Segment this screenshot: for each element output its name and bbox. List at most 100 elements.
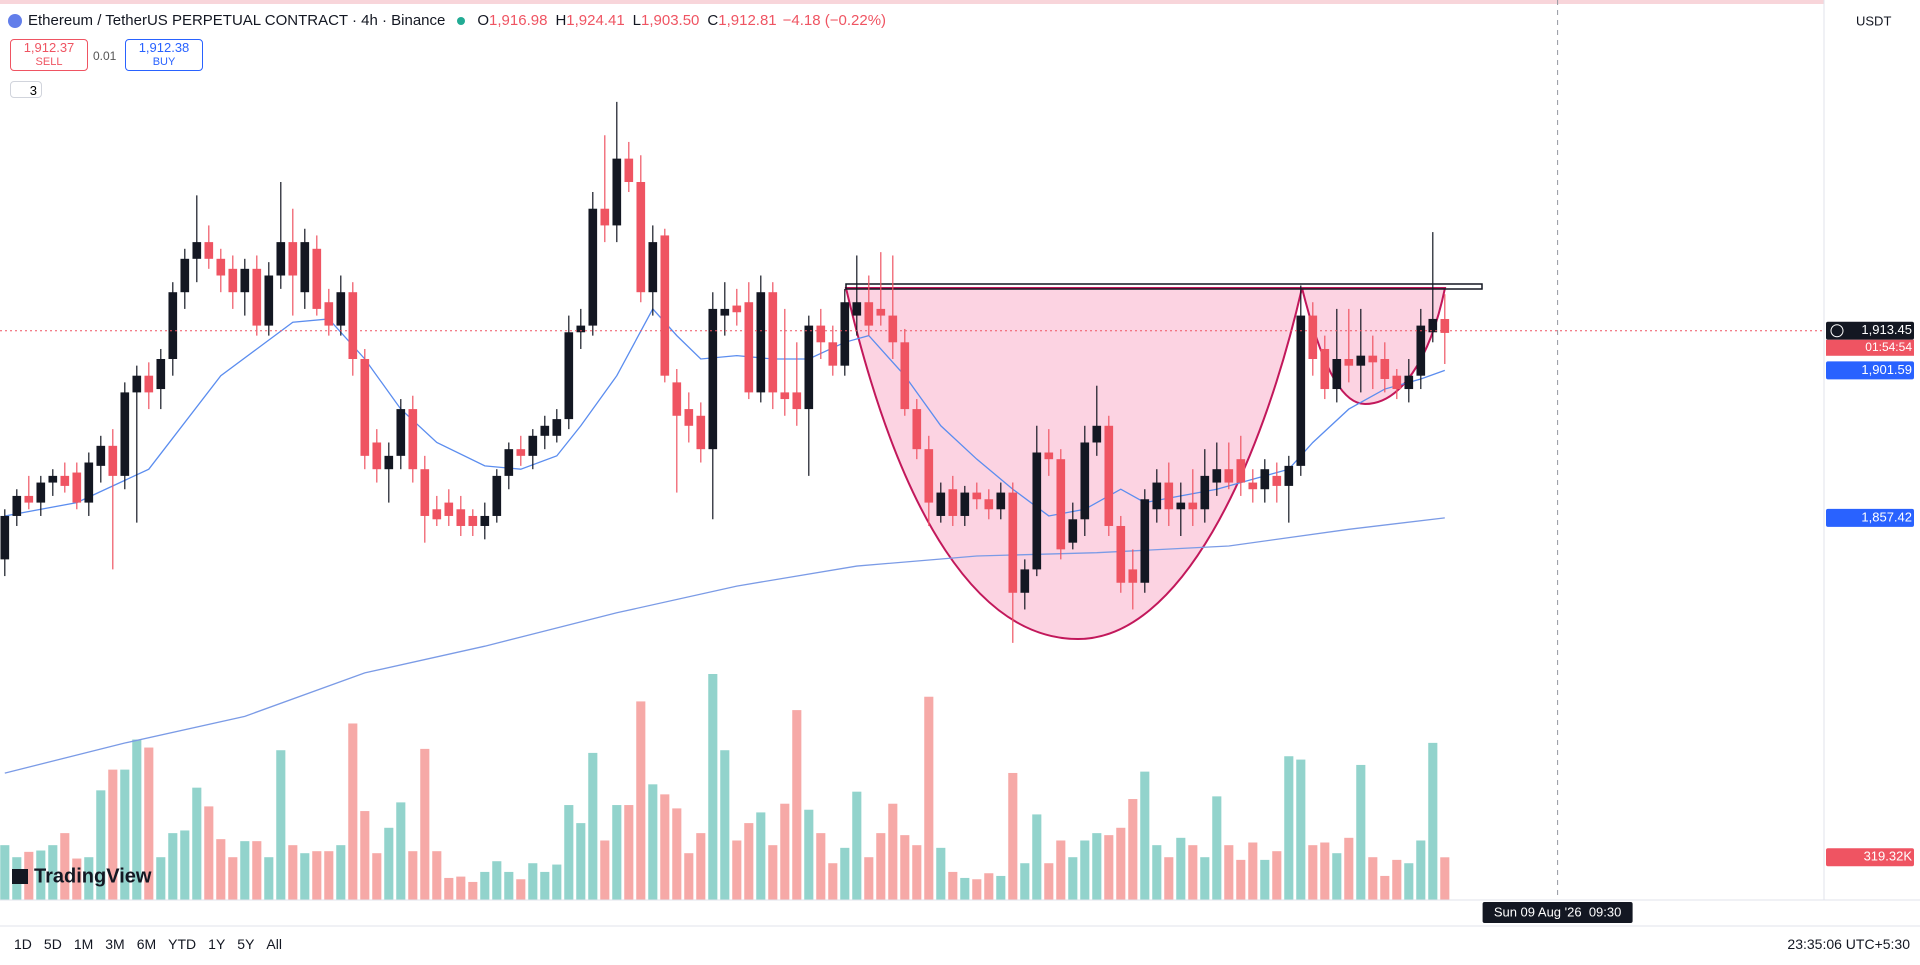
candle-body	[960, 492, 970, 516]
candle-body	[912, 409, 922, 450]
ma-label: 1,901.59	[1861, 362, 1912, 377]
volume-bar	[864, 857, 874, 900]
ohlc-key: L	[632, 12, 642, 29]
plot	[0, 0, 1824, 900]
indicators-toggle[interactable]: 3	[10, 81, 42, 98]
range-button[interactable]: 1Y	[208, 936, 226, 952]
sell-button[interactable]: 1,912.37 SELL	[10, 39, 88, 71]
volume-bar	[60, 833, 70, 900]
range-button[interactable]: 1M	[73, 936, 94, 952]
ohlc-key: H	[555, 12, 567, 29]
volume-bar	[1044, 863, 1054, 900]
candle-body	[1152, 482, 1162, 510]
volume-bar	[276, 750, 286, 900]
range-button[interactable]: 6M	[136, 936, 157, 952]
candle-body	[348, 292, 358, 359]
candle-body	[1368, 355, 1378, 363]
candle-body	[576, 325, 586, 333]
volume-bar	[240, 841, 250, 900]
candle-body	[504, 449, 514, 476]
cup-drawing	[844, 283, 1483, 641]
spread: 0.01	[93, 49, 117, 63]
volume-bar	[216, 839, 226, 900]
currency[interactable]: USDT	[1856, 13, 1891, 28]
volume-bar	[1032, 814, 1042, 900]
range-button[interactable]: 5D	[43, 936, 62, 952]
volume-bar	[1260, 859, 1270, 900]
candle-body	[744, 302, 754, 393]
volume-bar	[840, 847, 850, 900]
candle-body	[780, 392, 790, 400]
candle-body	[816, 325, 826, 343]
volume-bar	[336, 845, 346, 900]
volume-bar	[1116, 827, 1126, 900]
volume-bar	[1164, 857, 1174, 900]
volume-bar	[252, 841, 262, 900]
ohlc-item: H1,924.41	[555, 12, 624, 29]
top-border	[0, 0, 1920, 4]
range-button[interactable]: 3M	[105, 936, 125, 952]
volume-bar	[1344, 837, 1354, 900]
candle-body	[936, 492, 946, 516]
candle-body	[1272, 475, 1282, 486]
volume-bar	[1092, 833, 1102, 900]
volume-bar	[876, 833, 886, 900]
candle-body	[996, 492, 1006, 510]
clock: 23:35:06 UTC+5:30	[1787, 936, 1910, 952]
candle-body	[1380, 358, 1390, 380]
volume-bar	[672, 808, 682, 900]
range-button[interactable]: YTD	[168, 936, 197, 952]
volume-bar	[192, 787, 202, 900]
range-button[interactable]: All	[266, 936, 282, 952]
volume-bar	[612, 805, 622, 900]
candle-body	[252, 268, 262, 326]
candle-body	[60, 475, 70, 486]
volume-bar	[144, 747, 154, 900]
volume-bar	[540, 871, 550, 900]
candle-body	[1356, 355, 1366, 366]
candle-body	[24, 495, 34, 503]
candle-body	[372, 442, 382, 470]
range-button[interactable]: 1D	[14, 936, 32, 952]
volume-bar	[936, 847, 946, 900]
volume-bar	[1224, 845, 1234, 900]
volume-bar	[24, 851, 34, 900]
volume-bar	[324, 851, 334, 900]
candle-body	[408, 409, 418, 470]
candle-body	[156, 358, 166, 390]
volume-bar	[432, 851, 442, 900]
volume-bar	[0, 845, 10, 900]
symbol[interactable]: Ethereum / TetherUS PERPETUAL CONTRACT ·…	[28, 12, 446, 29]
ma-marker	[1826, 361, 1914, 380]
candle-body	[1044, 452, 1054, 460]
volume-bar	[1308, 845, 1318, 900]
volume-bar	[1404, 863, 1414, 900]
volume-bar	[108, 769, 118, 900]
volume-bar	[720, 750, 730, 900]
volume-bar	[636, 701, 646, 900]
range-button[interactable]: 5Y	[237, 936, 255, 952]
volume-bar	[888, 803, 898, 900]
coin-icon	[8, 13, 22, 28]
volume-bar	[120, 769, 130, 900]
volume-bar	[420, 748, 430, 900]
volume-bar	[1428, 742, 1438, 900]
volume-bar	[804, 809, 814, 900]
volume-bar	[168, 833, 178, 900]
volume-bar	[408, 851, 418, 900]
price-axis	[1824, 0, 1920, 900]
candle-body	[1224, 469, 1234, 483]
candle-body	[1308, 315, 1318, 359]
volume-bar	[768, 845, 778, 900]
buy-button[interactable]: 1,912.38 BUY	[125, 39, 203, 71]
candle-body	[528, 435, 538, 456]
volume-bar	[1248, 842, 1258, 900]
volume-bar	[1356, 764, 1366, 900]
volume-bar	[1068, 857, 1078, 900]
candle-body	[1164, 482, 1174, 510]
volume-bar	[660, 794, 670, 900]
candle-body	[204, 242, 214, 259]
volume-bar	[912, 845, 922, 900]
resistance-box	[845, 283, 1483, 290]
